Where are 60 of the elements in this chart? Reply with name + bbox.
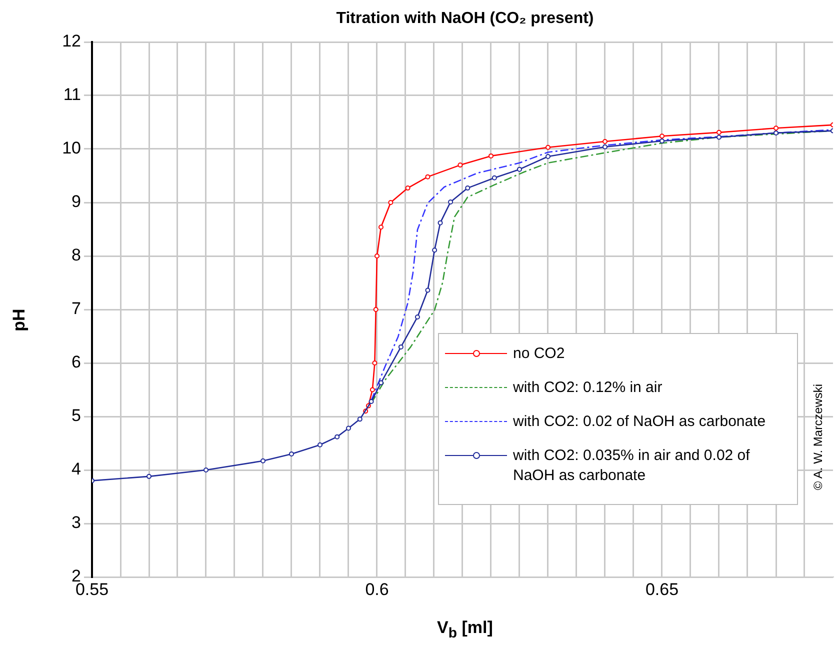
- legend-label: no CO2: [513, 344, 565, 364]
- point: [774, 130, 778, 136]
- point: [465, 186, 470, 191]
- point: [458, 162, 463, 168]
- y-tick-label: 6: [72, 352, 81, 372]
- y-tick-label: 12: [62, 32, 81, 51]
- y-tick-label: 7: [72, 299, 81, 318]
- y-tick-label: 3: [72, 513, 81, 532]
- y-axis-title: pH: [9, 308, 30, 332]
- point: [414, 314, 420, 320]
- point: [346, 426, 351, 431]
- x-tick-label: 0.55: [75, 580, 109, 599]
- point: [378, 380, 384, 386]
- point: [260, 458, 266, 464]
- point: [373, 307, 378, 312]
- point: [368, 399, 374, 404]
- point: [405, 186, 410, 191]
- point: [432, 248, 438, 253]
- point: [546, 144, 550, 150]
- point: [602, 144, 608, 150]
- point: [388, 200, 394, 205]
- point: [357, 416, 362, 422]
- point: [660, 138, 664, 144]
- point: [146, 474, 152, 479]
- point: [204, 468, 208, 472]
- point: [370, 387, 375, 392]
- point: [334, 434, 340, 440]
- annotation: © A. W. Marczewski: [811, 382, 825, 492]
- point: [425, 288, 430, 293]
- point: [546, 154, 550, 159]
- x-tick-label: 0.65: [645, 580, 679, 599]
- y-tick-label: 8: [72, 246, 81, 265]
- legend-label: with CO2: 0.12% in air: [513, 378, 662, 398]
- point: [448, 199, 454, 204]
- point: [602, 139, 608, 144]
- point: [492, 175, 497, 180]
- point: [289, 451, 294, 456]
- point: [374, 254, 380, 258]
- x-axis-title: V$_{b}$ [ml]: [436, 618, 494, 642]
- point: [716, 134, 722, 140]
- point: [517, 166, 522, 172]
- legend-label: with CO2: 0.02 of NaOH as carbonate: [513, 412, 766, 432]
- chart-title: Titration with NaOH (CO₂ present): [335, 10, 595, 28]
- y-tick-label: 11: [63, 85, 81, 104]
- y-tick-label: 9: [72, 192, 81, 212]
- point: [372, 360, 378, 366]
- legend-label: with CO2: 0.035% in air and 0.02 of NaOH as carbonate: [513, 446, 751, 486]
- point: [425, 174, 430, 180]
- point: [716, 130, 722, 135]
- point: [438, 220, 443, 226]
- point: [318, 442, 322, 448]
- point: [660, 134, 664, 139]
- x-tick-label: 0.6: [365, 580, 389, 599]
- y-tick-label: 10: [62, 138, 81, 158]
- point: [488, 153, 494, 158]
- point: [398, 344, 404, 350]
- y-tick-label: 5: [72, 406, 81, 426]
- point: [378, 224, 384, 230]
- y-tick-label: 4: [72, 460, 81, 479]
- point: [774, 126, 778, 131]
